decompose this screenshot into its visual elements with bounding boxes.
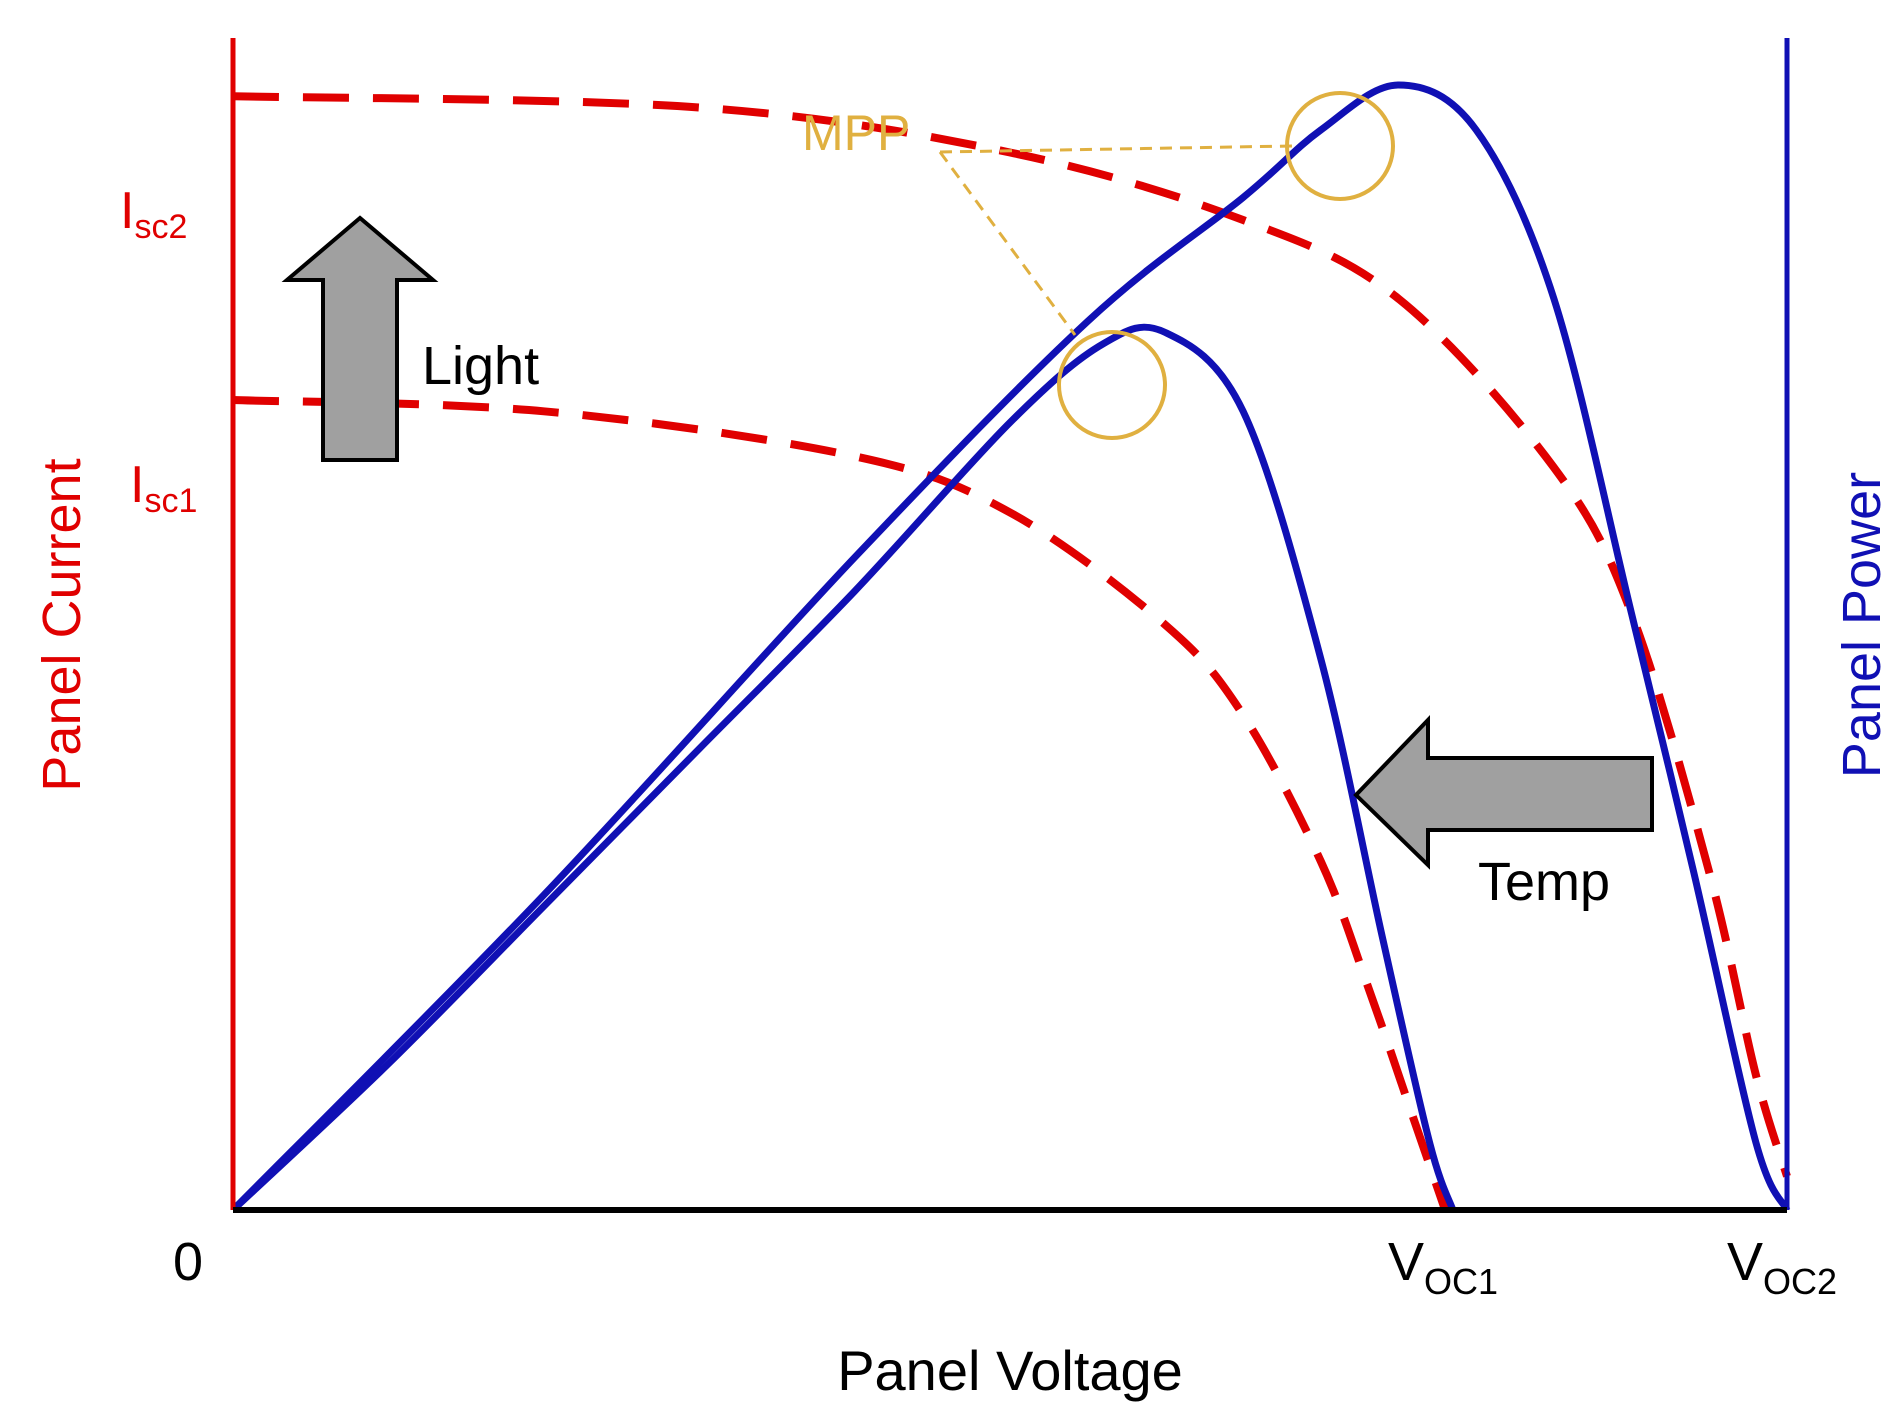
current-curve-1 xyxy=(232,396,1449,1212)
power-curve-1 xyxy=(230,323,1457,1213)
light-label: Light xyxy=(422,336,539,396)
curves-group xyxy=(230,81,1791,1213)
voc2-subscript: OC2 xyxy=(1763,1261,1837,1302)
voc1-tick-label: VOC1 xyxy=(1388,1232,1498,1302)
light-arrow-icon xyxy=(281,215,439,462)
voc1-subscript: OC1 xyxy=(1424,1261,1498,1302)
power-curve-2 xyxy=(230,81,1791,1213)
y-axis-title-left: Panel Current xyxy=(32,458,92,791)
mpp-marker-low xyxy=(1057,330,1167,440)
voc2-tick-label: VOC2 xyxy=(1727,1232,1837,1302)
temp-label: Temp xyxy=(1478,852,1610,912)
temp-arrow-icon xyxy=(1353,715,1654,870)
isc2-subscript: sc2 xyxy=(134,208,187,246)
isc1-subscript: sc1 xyxy=(144,482,197,520)
isc2-tick-label: Isc2 xyxy=(120,182,187,246)
mpp-leader-line-1 xyxy=(939,144,1293,154)
mpp-label: MPP xyxy=(802,105,910,161)
current-curve-2 xyxy=(232,92,1791,1178)
origin-tick-label: 0 xyxy=(173,1232,203,1292)
isc1-tick-label: Isc1 xyxy=(130,456,197,520)
x-axis-title: Panel Voltage xyxy=(837,1339,1183,1402)
mpp-leader-line-2 xyxy=(938,151,1077,336)
y-axis-title-right: Panel Power xyxy=(1832,472,1886,778)
mpp-annotation: MPP xyxy=(802,91,1395,440)
